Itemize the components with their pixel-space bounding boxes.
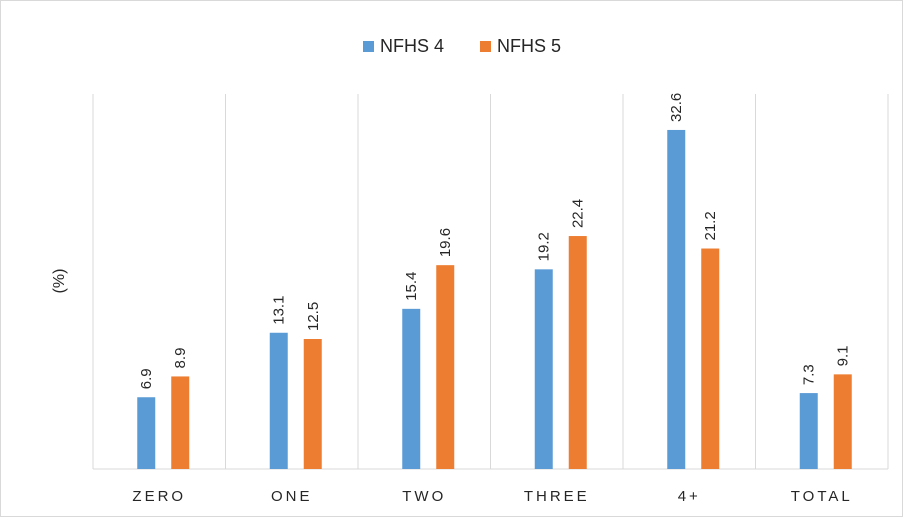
value-label: 9.1 [835,346,852,367]
value-labels: 6.9 8.9 13.1 12.5 15.4 19.6 19.2 22.4 32.6 21.2 7.… [138,93,852,389]
value-label: 15.4 [403,272,420,301]
value-label: 7.3 [801,364,818,385]
bar-nfhs-5-total [833,374,852,469]
value-label: 21.2 [702,211,719,240]
category-label: THREE [524,488,590,505]
value-label: 22.4 [570,199,587,228]
bar-nfhs-5-two [436,265,455,469]
bar-nfhs-4-two [402,308,421,469]
legend-label: NFHS 5 [497,36,561,56]
legend-swatch [363,41,374,52]
value-label: 12.5 [305,302,322,331]
bar-nfhs-5-zero [171,376,190,469]
bar-nfhs-4-4plus [667,129,686,469]
value-label: 13.1 [271,296,288,325]
value-label: 19.6 [437,228,454,257]
category-label: TOTAL [791,488,853,505]
bars [137,129,852,469]
category-labels: ZERO ONE TWO THREE 4+ TOTAL [132,488,853,505]
legend-label: NFHS 4 [380,36,444,56]
value-label: 19.2 [536,232,553,261]
value-label: 32.6 [668,93,685,122]
bar-nfhs-5-one [303,339,322,469]
bar-nfhs-5-three [568,236,587,469]
value-label: 8.9 [172,348,189,369]
bar-nfhs-4-one [269,332,288,469]
bar-nfhs-4-three [534,269,553,469]
y-axis-title: (%) [51,269,68,294]
bar-nfhs-4-zero [137,397,156,469]
value-label: 6.9 [138,368,155,389]
bar-nfhs-5-4plus [701,248,720,469]
bar-nfhs-4-total [799,393,818,469]
category-label: TWO [402,488,446,505]
category-label: ZERO [132,488,186,505]
gridlines [92,94,889,469]
legend-swatch [480,41,491,52]
category-label: 4+ [678,488,701,505]
legend: NFHS 4 NFHS 5 [363,36,561,56]
category-label: ONE [271,488,313,505]
